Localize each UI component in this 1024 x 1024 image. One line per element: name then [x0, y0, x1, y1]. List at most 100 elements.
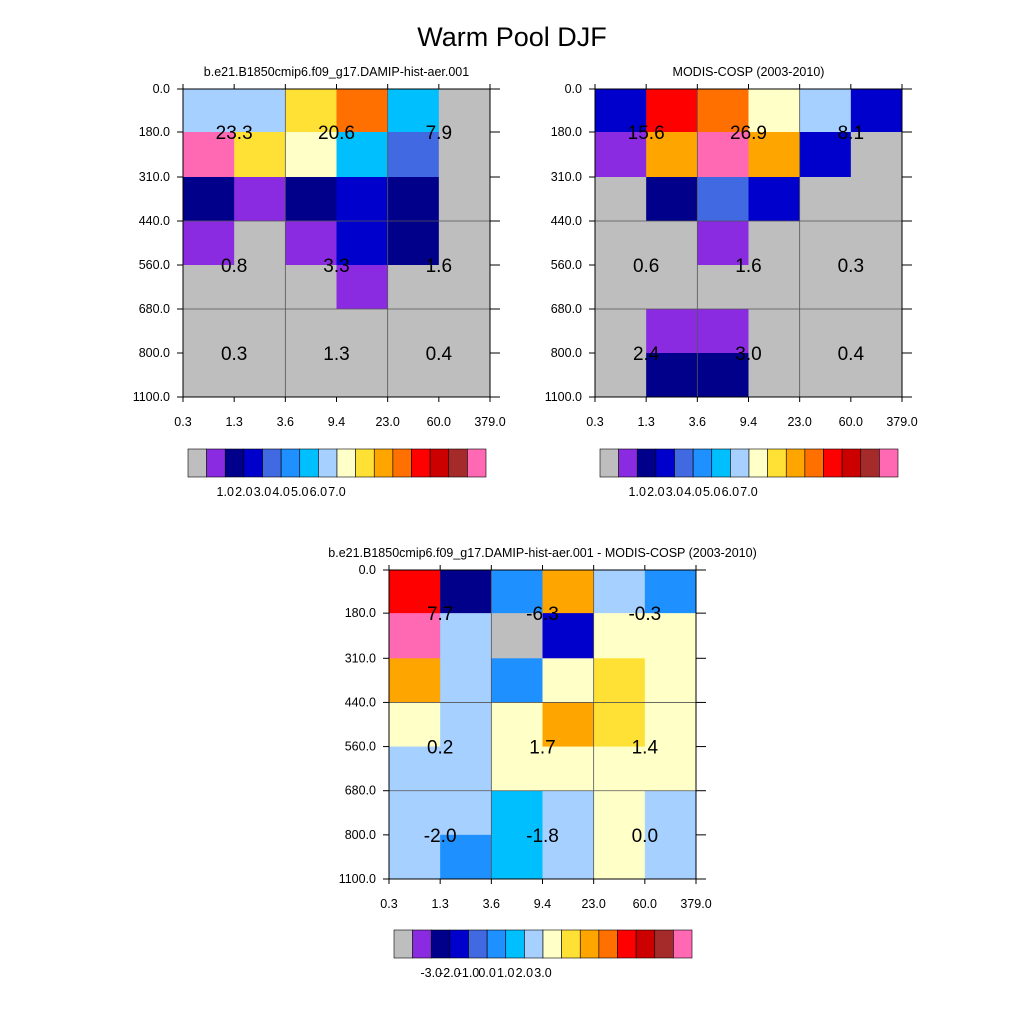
heatmap-cell	[389, 790, 441, 836]
cell-value-label: 0.3	[221, 344, 247, 365]
colorbar-label: 7.0	[328, 485, 345, 499]
y-tick-label: 800.0	[139, 346, 170, 360]
colorbar-swatch	[673, 929, 693, 959]
colorbar-swatch	[804, 448, 824, 478]
heatmap-cell	[440, 746, 492, 792]
colorbar-swatch	[635, 929, 656, 959]
y-tick-label: 0.0	[565, 82, 582, 96]
heatmap-cell	[285, 309, 337, 354]
heatmap-cell	[438, 132, 491, 178]
cell-value-label: 3.3	[323, 256, 349, 277]
y-tick-label: 310.0	[551, 170, 582, 184]
colorbar-label: 3.0	[254, 485, 271, 499]
heatmap-cell	[646, 221, 698, 266]
heatmap-cell	[799, 265, 852, 310]
colorbar-label: 4.0	[684, 485, 701, 499]
y-tick-label: 1100.0	[133, 390, 170, 404]
colorbar: -3.0-2.0-1.0 0.0 1.0 2.0 3.0	[393, 929, 693, 980]
heatmap-cell	[336, 89, 389, 133]
colorbar-swatch	[486, 929, 507, 959]
x-tick-label: 1.3	[225, 415, 242, 429]
x-tick-label: 1.3	[431, 897, 448, 911]
heatmap-cell	[440, 790, 492, 836]
x-tick-label: 3.6	[277, 415, 294, 429]
heatmap-cell	[234, 353, 286, 398]
y-tick-label: 680.0	[551, 302, 582, 316]
colorbar-swatch	[355, 448, 375, 478]
x-tick-label: 0.3	[586, 415, 603, 429]
heatmap-cell	[748, 132, 801, 178]
colorbar-swatch	[711, 448, 731, 478]
colorbar-label: 5.0	[703, 485, 720, 499]
heatmap-cell	[491, 702, 543, 748]
heatmap-cell	[593, 570, 646, 614]
heatmap-cell	[646, 265, 698, 310]
colorbar: 1.0 2.0 3.0 4.0 5.0 6.0 7.0	[599, 448, 899, 499]
cell-value-label: 0.4	[426, 344, 453, 365]
colorbar-label: -2.0	[439, 966, 461, 980]
heatmap-cell	[697, 309, 749, 354]
heatmap-cell	[387, 221, 440, 266]
colorbar: 1.0 2.0 3.0 4.0 5.0 6.0 7.0	[187, 448, 487, 499]
colorbar-swatch	[617, 929, 637, 959]
heatmap-cell	[438, 89, 491, 133]
x-tick-label: 60.0	[427, 415, 451, 429]
heatmap-cell	[234, 221, 286, 266]
heatmap-cell	[285, 353, 337, 398]
heatmap-cell	[748, 309, 801, 354]
heatmap-cell	[748, 221, 801, 266]
colorbar-label: 3.0	[666, 485, 683, 499]
colorbar-swatch	[430, 929, 451, 959]
colorbar-label: 1.0	[629, 485, 646, 499]
cell-value-label: 20.6	[318, 123, 355, 144]
colorbar-swatch	[411, 448, 431, 478]
heatmap-cell	[748, 89, 801, 133]
colorbar-label: 1.0	[497, 966, 514, 980]
heatmap-cell	[593, 790, 646, 836]
y-tick-label: 560.0	[345, 740, 376, 754]
colorbar-swatch	[187, 448, 207, 478]
colorbar-swatch	[542, 929, 562, 959]
heatmap-cell	[285, 132, 337, 178]
heatmap-cell	[336, 353, 389, 398]
cell-value-label: 7.9	[426, 123, 452, 144]
heatmap-cell	[336, 177, 389, 222]
heatmap-cell	[595, 221, 647, 266]
heatmap-cell	[387, 265, 440, 310]
y-tick-label: 1100.0	[339, 872, 376, 886]
x-tick-label: 379.0	[680, 897, 711, 911]
heatmap-cell	[234, 265, 286, 310]
heatmap-cell	[336, 265, 389, 310]
y-tick-label: 180.0	[345, 606, 376, 620]
y-tick-label: 1100.0	[545, 390, 582, 404]
heatmap-cell	[285, 177, 337, 222]
heatmap-cell	[285, 89, 337, 133]
heatmap-cell	[799, 177, 852, 222]
heatmap-cell	[183, 221, 235, 266]
heatmap-panel-3: b.e21.B1850cmip6.f09_g17.DAMIP-hist-aer.…	[328, 546, 756, 980]
heatmap-cell	[595, 353, 647, 398]
x-tick-label: 1.3	[637, 415, 654, 429]
colorbar-label: 3.0	[534, 966, 551, 980]
y-tick-label: 560.0	[139, 258, 170, 272]
cell-value-label: -2.0	[424, 826, 457, 847]
colorbar-swatch	[280, 448, 301, 478]
heatmap-cell	[491, 746, 543, 792]
heatmap-cell	[595, 177, 647, 222]
heatmap-cell	[697, 353, 749, 398]
y-tick-label: 440.0	[139, 214, 170, 228]
colorbar-label: 1.0	[217, 485, 234, 499]
heatmap-cell	[389, 746, 441, 792]
heatmap-cell	[285, 221, 337, 266]
heatmap-cell	[389, 702, 441, 748]
colorbar-swatch	[299, 448, 319, 478]
colorbar-swatch	[879, 448, 899, 478]
heatmap-cell	[285, 265, 337, 310]
heatmap-cell	[491, 570, 543, 614]
heatmap-cell	[646, 177, 698, 222]
colorbar-label: -1.0	[458, 966, 480, 980]
cell-value-label: 1.6	[735, 256, 761, 277]
heatmap-cell	[387, 309, 440, 354]
heatmap-cell	[183, 353, 235, 398]
colorbar-swatch	[373, 448, 394, 478]
